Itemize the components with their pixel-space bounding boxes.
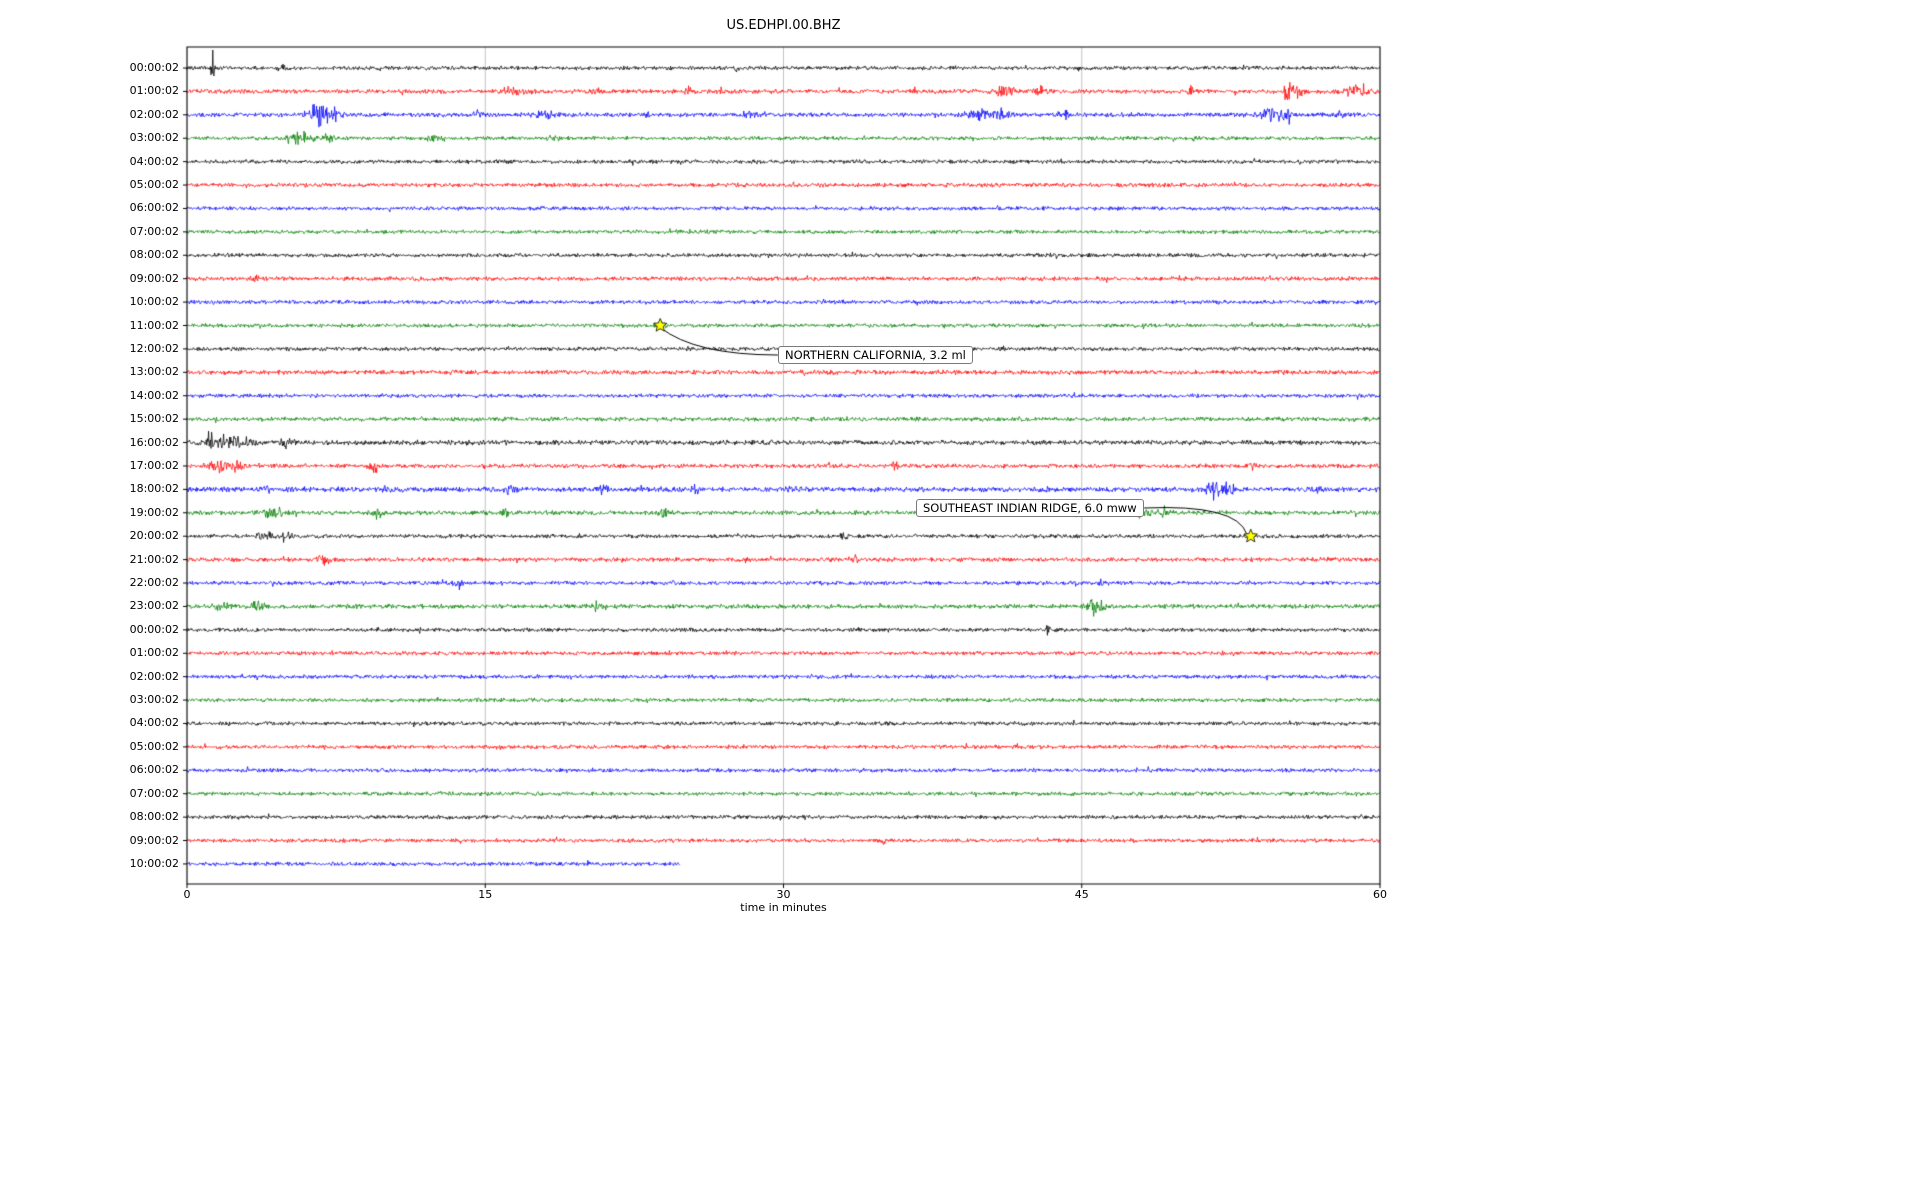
trace-time-label: 15:00:02 [129, 412, 179, 426]
event-annotation-northern-california: NORTHERN CALIFORNIA, 3.2 ml [778, 346, 973, 364]
trace-time-label: 00:00:02 [129, 622, 179, 636]
trace-time-label: 01:00:02 [129, 646, 179, 660]
x-axis-label: time in minutes [740, 901, 827, 914]
trace-time-label: 23:00:02 [129, 599, 179, 613]
trace-time-label: 17:00:02 [129, 458, 179, 472]
trace-time-label: 11:00:02 [129, 318, 179, 332]
trace-time-label: 20:00:02 [129, 529, 179, 543]
trace-time-label: 07:00:02 [129, 224, 179, 238]
x-tick-label: 60 [1373, 888, 1387, 901]
trace-time-label: 06:00:02 [129, 763, 179, 777]
trace-time-label: 04:00:02 [129, 716, 179, 730]
x-tick-label: 15 [478, 888, 493, 901]
trace-time-label: 06:00:02 [129, 201, 179, 215]
trace-time-label: 10:00:02 [129, 856, 179, 870]
trace-time-label: 03:00:02 [129, 131, 179, 145]
x-tick-label: 0 [183, 888, 191, 901]
trace-time-label: 08:00:02 [129, 248, 179, 262]
trace-time-label: 18:00:02 [129, 482, 179, 496]
trace-time-label: 19:00:02 [129, 505, 179, 519]
trace-time-label: 14:00:02 [129, 388, 179, 402]
trace-time-label: 05:00:02 [129, 739, 179, 753]
trace-time-label: 22:00:02 [129, 576, 179, 590]
trace-time-label: 02:00:02 [129, 107, 179, 121]
trace-time-label: 16:00:02 [129, 435, 179, 449]
trace-time-label: 07:00:02 [129, 786, 179, 800]
trace-time-label: 01:00:02 [129, 84, 179, 98]
trace-time-label: 03:00:02 [129, 693, 179, 707]
trace-time-label: 21:00:02 [129, 552, 179, 566]
trace-time-label: 05:00:02 [129, 178, 179, 192]
event-annotation-southeast-indian-ridge: SOUTHEAST INDIAN RIDGE, 6.0 mww [916, 499, 1144, 517]
chart-title: US.EDHPI.00.BHZ [726, 18, 841, 33]
trace-time-label: 13:00:02 [129, 365, 179, 379]
trace-time-label: 00:00:02 [129, 61, 179, 74]
trace-time-label: 04:00:02 [129, 154, 179, 168]
trace-time-label: 12:00:02 [129, 341, 179, 355]
trace-time-label: 08:00:02 [129, 810, 179, 824]
trace-time-label: 09:00:02 [129, 833, 179, 847]
trace-time-label: 09:00:02 [129, 271, 179, 285]
x-tick-label: 45 [1074, 888, 1089, 901]
x-tick-label: 30 [776, 888, 791, 901]
trace-time-label: 10:00:02 [129, 295, 179, 309]
trace-time-label: 02:00:02 [129, 669, 179, 683]
